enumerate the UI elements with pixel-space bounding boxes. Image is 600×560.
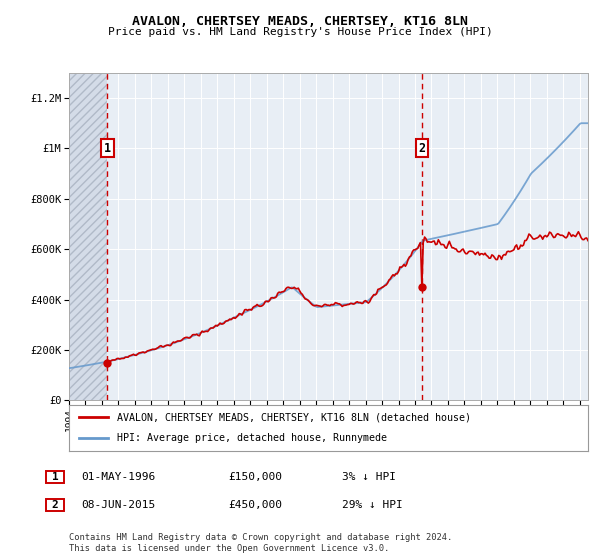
Text: Price paid vs. HM Land Registry's House Price Index (HPI): Price paid vs. HM Land Registry's House … [107,27,493,38]
Text: AVALON, CHERTSEY MEADS, CHERTSEY, KT16 8LN: AVALON, CHERTSEY MEADS, CHERTSEY, KT16 8… [132,15,468,28]
Text: 2: 2 [419,142,426,155]
Text: HPI: Average price, detached house, Runnymede: HPI: Average price, detached house, Runn… [117,433,387,444]
Text: AVALON, CHERTSEY MEADS, CHERTSEY, KT16 8LN (detached house): AVALON, CHERTSEY MEADS, CHERTSEY, KT16 8… [117,412,471,422]
Text: 3% ↓ HPI: 3% ↓ HPI [342,472,396,482]
Bar [46,471,64,483]
Bar [46,499,64,511]
Text: 1: 1 [52,472,59,482]
Text: 2: 2 [52,500,59,510]
Text: 29% ↓ HPI: 29% ↓ HPI [342,500,403,510]
Text: £150,000: £150,000 [228,472,282,482]
Text: 01-MAY-1996: 01-MAY-1996 [81,472,155,482]
Bar [69,73,107,400]
Text: 1: 1 [104,142,111,155]
Text: £450,000: £450,000 [228,500,282,510]
Text: Contains HM Land Registry data © Crown copyright and database right 2024.
This d: Contains HM Land Registry data © Crown c… [69,533,452,553]
Text: 08-JUN-2015: 08-JUN-2015 [81,500,155,510]
